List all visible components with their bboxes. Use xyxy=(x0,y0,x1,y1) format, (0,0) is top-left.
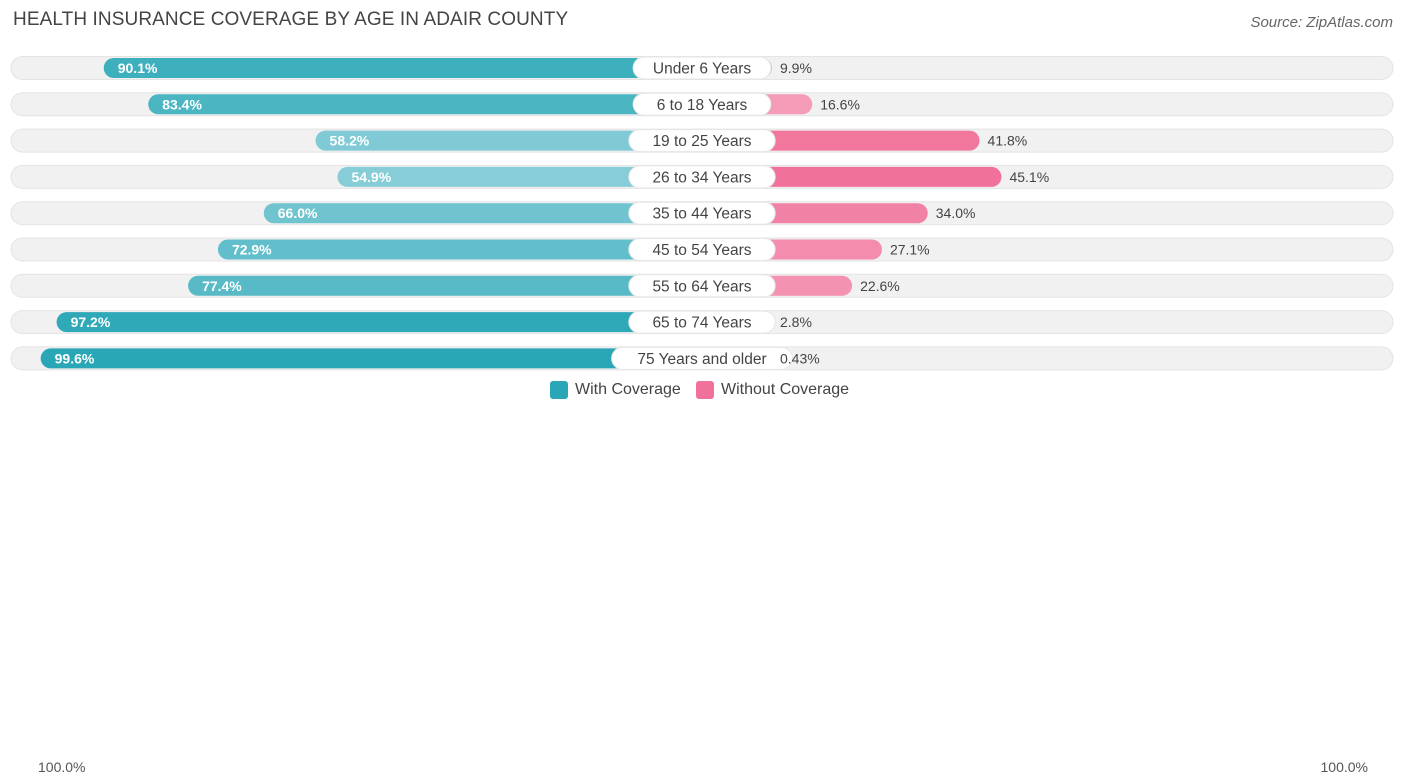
category-pill xyxy=(628,310,776,334)
category-label: 19 to 25 Years xyxy=(652,133,751,150)
axis-left-label: 100.0% xyxy=(38,759,86,775)
category-label: Under 6 Years xyxy=(653,61,751,78)
bar-with-coverage xyxy=(148,94,702,115)
category-pill xyxy=(628,238,776,261)
category-pill xyxy=(628,129,776,153)
bar-with-coverage xyxy=(56,312,703,333)
bar-with-coverage xyxy=(315,130,702,151)
category-label: 6 to 18 Years xyxy=(657,97,748,114)
chart-row: 65 to 74 Years 97.2% 2.8% xyxy=(10,310,1394,335)
value-label-with-coverage: 58.2% xyxy=(330,133,370,149)
value-label-with-coverage: 83.4% xyxy=(162,96,202,112)
category-pill xyxy=(632,56,772,80)
bar-with-coverage xyxy=(263,203,702,224)
category-pill xyxy=(611,346,793,370)
legend-label-with-coverage: With Coverage xyxy=(575,381,681,398)
category-label: 55 to 64 Years xyxy=(652,278,751,295)
value-label-with-coverage: 72.9% xyxy=(232,242,272,258)
bar-with-coverage xyxy=(188,275,703,296)
value-label-with-coverage: 97.2% xyxy=(71,314,111,330)
value-label-without-coverage: 16.6% xyxy=(820,96,860,112)
value-label-with-coverage: 77.4% xyxy=(202,278,242,294)
value-label-without-coverage: 34.0% xyxy=(936,205,976,221)
bar-with-coverage xyxy=(337,166,702,187)
value-label-with-coverage: 54.9% xyxy=(351,169,391,185)
value-label-without-coverage: 2.8% xyxy=(780,314,812,330)
category-pill xyxy=(628,201,776,225)
legend-item-with-coverage: With Coverage xyxy=(550,381,681,399)
category-label: 45 to 54 Years xyxy=(652,242,751,259)
chart-source: Source: ZipAtlas.com xyxy=(1250,14,1393,31)
chart-row: 26 to 34 Years 54.9% 45.1% xyxy=(10,164,1394,189)
chart-row: 45 to 54 Years 72.9% 27.1% xyxy=(10,237,1394,262)
category-pill xyxy=(628,274,776,298)
category-label: 35 to 44 Years xyxy=(652,206,751,223)
value-label-with-coverage: 99.6% xyxy=(55,350,95,366)
value-label-without-coverage: 27.1% xyxy=(890,242,930,258)
bar-with-coverage xyxy=(217,239,702,260)
bar-with-coverage xyxy=(40,348,702,369)
chart-row: 35 to 44 Years 66.0% 34.0% xyxy=(10,201,1394,226)
value-label-without-coverage: 22.6% xyxy=(860,278,900,294)
category-pill xyxy=(628,165,776,189)
category-label: 75 Years and older xyxy=(637,351,766,368)
value-label-with-coverage: 66.0% xyxy=(278,205,318,221)
category-pill xyxy=(632,92,772,116)
chart-row: 55 to 64 Years 77.4% 22.6% xyxy=(10,273,1394,298)
value-label-with-coverage: 90.1% xyxy=(118,60,158,76)
chart-row: Under 6 Years 90.1% 9.9% xyxy=(10,56,1394,80)
chart-row: 75 Years and older 99.6% 0.43% xyxy=(10,346,1394,371)
axis-right-label: 100.0% xyxy=(1320,759,1368,775)
value-label-without-coverage: 41.8% xyxy=(988,133,1028,149)
value-label-without-coverage: 0.43% xyxy=(780,350,820,366)
bar-without-coverage xyxy=(702,166,1002,187)
legend-item-without-coverage: Without Coverage xyxy=(696,381,849,399)
legend-swatch-without-coverage xyxy=(696,381,714,399)
value-label-without-coverage: 9.9% xyxy=(780,60,812,76)
chart-title: HEALTH INSURANCE COVERAGE BY AGE IN ADAI… xyxy=(13,9,569,30)
chart-plot: Under 6 Years 90.1% 9.9% 6 to 18 Years 83.4%… xyxy=(10,56,1394,371)
value-label-without-coverage: 45.1% xyxy=(1009,169,1049,185)
category-label: 65 to 74 Years xyxy=(652,315,751,332)
chart-row: 19 to 25 Years 58.2% 41.8% xyxy=(10,128,1394,153)
category-label: 26 to 34 Years xyxy=(652,169,751,186)
chart-row: 6 to 18 Years 83.4% 16.6% xyxy=(10,92,1394,117)
legend-label-without-coverage: Without Coverage xyxy=(721,381,850,398)
legend-swatch-with-coverage xyxy=(550,381,568,399)
chart-legend: 100.0% With Coverage Without Coverage 10… xyxy=(0,378,1406,775)
bar-with-coverage xyxy=(103,58,702,78)
